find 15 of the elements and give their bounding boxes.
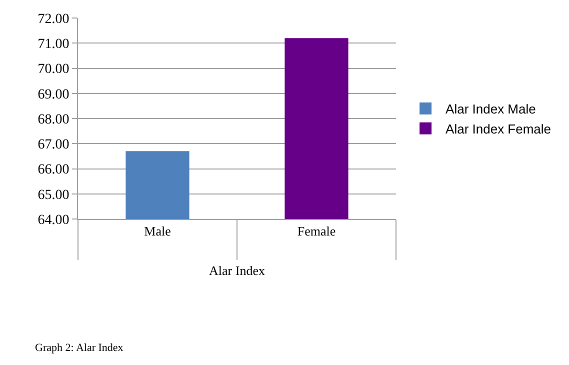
y-tick-label: 69.00: [38, 87, 70, 102]
y-tick-label: 64.00: [38, 212, 70, 228]
y-tick-label: 66.00: [38, 162, 70, 178]
y-tick-label: 65.00: [38, 188, 70, 203]
y-tick-label: 68.00: [38, 112, 70, 128]
x-axis-title: Alar Index: [209, 263, 266, 278]
legend-label: Alar Index Female: [446, 121, 552, 136]
caption: Graph 2: Alar Index: [35, 342, 124, 354]
y-tick-label: 72.00: [38, 12, 70, 27]
x-tick-label: Female: [297, 224, 336, 239]
y-tick-label: 70.00: [38, 62, 70, 78]
legend-label: Alar Index Male: [446, 102, 536, 117]
x-tick-label: Male: [144, 224, 172, 239]
y-tick-label: 67.00: [38, 138, 70, 153]
y-tick-label: 71.00: [38, 37, 70, 52]
